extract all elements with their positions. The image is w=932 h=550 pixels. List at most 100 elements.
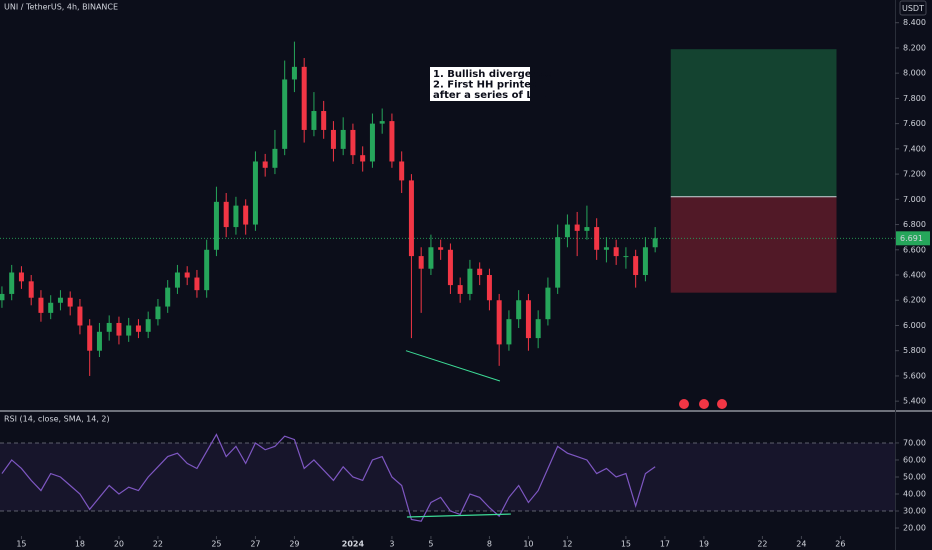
candle-body [291, 66, 297, 80]
y-tick-label: 7.000 [903, 195, 926, 204]
candle-body [564, 224, 570, 238]
candle-body [623, 256, 629, 258]
annotation-text: 1. Bullish divergence [433, 69, 552, 80]
candle-body [340, 129, 346, 149]
annotation-text: after a series of LL LH [433, 90, 557, 101]
currency-box[interactable] [899, 0, 927, 16]
candle-body [467, 268, 473, 294]
x-tick-label: 2024 [342, 540, 365, 549]
candle-body [633, 256, 639, 276]
candle-body [174, 272, 180, 288]
y-tick-label: 6.000 [903, 321, 926, 330]
x-tick-label: 26 [835, 540, 845, 549]
x-tick-label: 19 [699, 540, 709, 549]
rsi-y-tick-label: 20.00 [903, 524, 926, 533]
position-target [670, 49, 837, 197]
y-tick-label: 6.800 [903, 220, 926, 229]
event-icon[interactable] [699, 399, 709, 409]
y-tick-label: 7.400 [903, 144, 926, 153]
rsi-trendline [406, 513, 511, 518]
x-tick-label: 5 [428, 540, 433, 549]
candle-body [0, 293, 5, 301]
event-icons [679, 399, 727, 409]
candle-body [135, 325, 141, 332]
x-tick-label: 20 [114, 540, 124, 549]
candle-body [418, 256, 424, 269]
candle-body [555, 237, 561, 288]
candle-body [38, 297, 44, 313]
currency: USDT [902, 4, 924, 13]
candle-body [350, 129, 356, 156]
candle-body [87, 325, 93, 351]
candle-body [428, 247, 434, 269]
candle-body [57, 297, 63, 303]
x-tick-label: 27 [250, 540, 260, 549]
y-tick-label: 7.800 [903, 94, 926, 103]
candle-body [486, 275, 492, 301]
candle-body [330, 129, 336, 149]
last-price-label: 6.691 [900, 234, 923, 243]
candle-body [438, 247, 444, 250]
x-tick-label: 3 [389, 540, 394, 549]
candle-body [652, 238, 658, 248]
candle-body [145, 319, 151, 332]
candle-body [204, 249, 210, 291]
candle-body [155, 306, 161, 320]
candle-body [603, 247, 609, 250]
candle-body [272, 148, 278, 168]
candle-body [613, 247, 619, 257]
candle-body [408, 180, 414, 257]
y-tick-label: 8.000 [903, 69, 926, 78]
y-tick-label: 7.200 [903, 170, 926, 179]
rsi-y-tick-label: 40.00 [903, 490, 926, 499]
candle-body [194, 277, 200, 291]
candle-body [116, 322, 122, 336]
candle-body [96, 331, 102, 351]
candle-body [584, 227, 590, 231]
annotation-box [430, 67, 530, 101]
x-tick-label: 22 [757, 540, 767, 549]
candle-body [516, 300, 522, 320]
x-tick-label: 10 [523, 540, 533, 549]
candle-body [48, 302, 54, 313]
candle-body [252, 161, 258, 225]
candle-body [321, 111, 327, 130]
candle-body [379, 121, 385, 124]
candle-body [594, 227, 600, 250]
x-tick-label: 15 [621, 540, 631, 549]
position-stop [670, 196, 837, 293]
candle-body [223, 201, 229, 228]
candle-body [642, 247, 648, 276]
last-price-box [896, 231, 930, 246]
x-tick-label: 17 [660, 540, 670, 549]
y-tick-label: 6.400 [903, 271, 926, 280]
rsi-title: RSI (14, close, SMA, 14, 2) [4, 415, 110, 424]
candle-body [9, 272, 15, 294]
y-tick-label: 5.400 [903, 397, 926, 406]
candle-body [399, 161, 405, 181]
candle-body [525, 300, 531, 339]
rsi-y-tick-label: 30.00 [903, 507, 926, 516]
x-tick-label: 8 [487, 540, 492, 549]
y-tick-label: 6.600 [903, 245, 926, 254]
candle-body [243, 205, 249, 225]
candle-body [389, 121, 395, 162]
candle-body [506, 319, 512, 345]
y-tick-label: 7.600 [903, 119, 926, 128]
x-tick-label: 15 [16, 540, 26, 549]
event-icon[interactable] [679, 399, 689, 409]
event-icon[interactable] [717, 399, 727, 409]
candle-body [77, 306, 83, 326]
candle-body [67, 297, 73, 307]
candle-body [369, 123, 375, 162]
candle-body [477, 268, 483, 276]
candle-body [106, 322, 112, 332]
chart-title: UNI / TetherUS, 4h, BINANCE [4, 3, 118, 12]
x-tick-label: 29 [289, 540, 299, 549]
candle-body [447, 249, 453, 286]
y-tick-label: 8.200 [903, 43, 926, 52]
candle-body [165, 287, 171, 307]
candle-body [457, 285, 463, 294]
